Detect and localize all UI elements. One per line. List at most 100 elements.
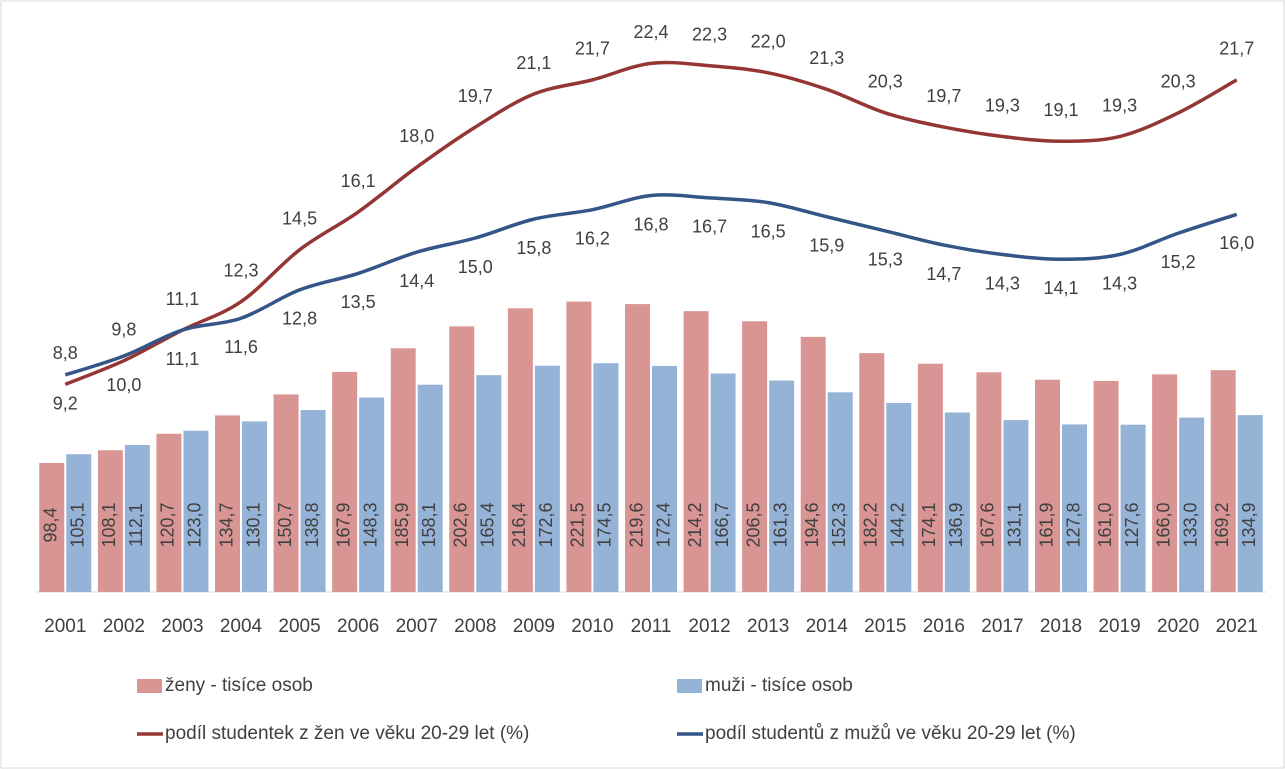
- bar: [534, 365, 560, 592]
- x-tick-label: 2015: [864, 616, 906, 637]
- bar: [1152, 374, 1178, 592]
- bar: [476, 375, 502, 592]
- bar: [97, 450, 123, 592]
- bar: [800, 336, 826, 592]
- bar-value-label: 202,6: [451, 502, 471, 547]
- line-value-label: 16,5: [751, 221, 786, 241]
- x-tick-label: 2007: [396, 616, 438, 637]
- x-tick-label: 2012: [688, 616, 730, 637]
- line-value-label: 14,4: [399, 271, 434, 291]
- bar-value-label: 214,2: [685, 502, 705, 547]
- line-value-label: 16,7: [692, 217, 727, 237]
- bar-value-label: 130,1: [243, 502, 263, 547]
- x-tick-label: 2014: [806, 616, 849, 637]
- bar-value-label: 105,1: [68, 502, 88, 547]
- line-value-label: 16,1: [341, 171, 376, 191]
- line-value-label: 18,0: [399, 126, 434, 146]
- x-tick-label: 2002: [103, 616, 145, 637]
- bar: [1003, 420, 1029, 592]
- x-tick-label: 2009: [513, 616, 555, 637]
- line-value-label: 16,0: [1219, 233, 1254, 253]
- bar-value-label: 127,8: [1063, 502, 1083, 547]
- bar-value-label: 221,5: [568, 502, 588, 547]
- legend-label: podíl studentů z mužů ve věku 20-29 let …: [705, 723, 1076, 744]
- line-value-label: 19,7: [926, 86, 961, 106]
- bar: [944, 412, 970, 592]
- bar: [507, 308, 533, 592]
- bar: [625, 304, 650, 592]
- bar: [66, 454, 92, 592]
- bar: [886, 402, 912, 592]
- bar: [359, 397, 385, 592]
- bar-value-label: 172,4: [653, 502, 673, 547]
- line-value-label: 14,5: [282, 209, 317, 229]
- bar: [652, 365, 677, 592]
- bar: [593, 363, 619, 592]
- line-value-label: 19,3: [1102, 95, 1137, 115]
- line-value-label: 16,8: [633, 214, 668, 234]
- bar-value-label: 108,1: [99, 502, 119, 547]
- bar-value-label: 161,3: [770, 502, 790, 547]
- bar-value-label: 185,9: [392, 502, 412, 547]
- line-value-label: 8,8: [53, 343, 78, 363]
- bar-value-label: 167,6: [978, 502, 998, 547]
- bar: [417, 384, 443, 592]
- bar-value-label: 112,1: [126, 503, 146, 547]
- bar-value-label: 134,7: [216, 502, 236, 547]
- line-value-label: 13,5: [341, 292, 376, 312]
- line-value-label: 21,3: [809, 48, 844, 68]
- bar-value-label: 98,4: [41, 507, 61, 542]
- bar-value-label: 167,9: [333, 502, 353, 547]
- bar-value-label: 161,9: [1036, 502, 1056, 547]
- bar: [1237, 415, 1263, 592]
- bar-value-label: 194,6: [802, 502, 822, 547]
- x-tick-label: 2006: [337, 616, 379, 637]
- line-value-label: 20,3: [868, 72, 903, 92]
- line-value-label: 19,7: [458, 86, 493, 106]
- line: [64, 193, 1238, 377]
- bar: [156, 433, 182, 592]
- line-value-label: 16,2: [575, 228, 610, 248]
- bar-value-label: 138,8: [302, 502, 322, 547]
- line-value-label: 15,0: [458, 257, 493, 277]
- line-value-label: 11,6: [224, 337, 258, 357]
- x-tick-label: 2013: [747, 616, 789, 637]
- bar-value-label: 134,9: [1239, 502, 1259, 547]
- x-tick-label: 2021: [1216, 616, 1258, 637]
- line-value-label: 14,3: [1102, 273, 1137, 293]
- bar: [183, 430, 209, 592]
- line-value-label: 14,1: [1043, 278, 1078, 298]
- bar: [332, 371, 358, 592]
- bar-value-label: 219,6: [626, 502, 646, 547]
- line-value-label: 22,4: [633, 22, 668, 42]
- bar: [1093, 380, 1119, 592]
- bar: [827, 392, 853, 592]
- x-tick-label: 2005: [278, 616, 320, 637]
- legend-label: podíl studentek z žen ve věku 20-29 let …: [165, 723, 529, 744]
- bar-value-label: 123,0: [185, 502, 205, 547]
- line-value-label: 9,8: [111, 319, 136, 339]
- line-value-label: 11,1: [166, 349, 200, 369]
- bar-value-label: 172,6: [536, 502, 556, 547]
- line-value-label: 15,9: [809, 236, 844, 256]
- line-value-label: 21,7: [1219, 39, 1254, 59]
- bar: [917, 363, 943, 592]
- bar: [976, 372, 1002, 592]
- legend-label: muži - tisíce osob: [705, 675, 853, 696]
- bar-value-label: 158,1: [419, 502, 439, 547]
- bar-value-label: 152,3: [829, 502, 849, 547]
- line-value-label: 15,8: [516, 238, 551, 258]
- x-tick-label: 2010: [571, 616, 613, 637]
- line-value-label: 15,3: [868, 250, 903, 270]
- bar-value-label: 182,2: [861, 502, 881, 547]
- line-value-label: 21,7: [575, 39, 610, 59]
- line-value-label: 20,3: [1161, 72, 1196, 92]
- x-tick-label: 2003: [161, 616, 203, 637]
- x-tick-label: 2004: [220, 616, 263, 637]
- bar-value-label: 131,1: [1005, 502, 1025, 547]
- bar-value-label: 133,0: [1180, 502, 1200, 547]
- bar-value-label: 150,7: [275, 502, 295, 547]
- x-tick-label: 2008: [454, 616, 496, 637]
